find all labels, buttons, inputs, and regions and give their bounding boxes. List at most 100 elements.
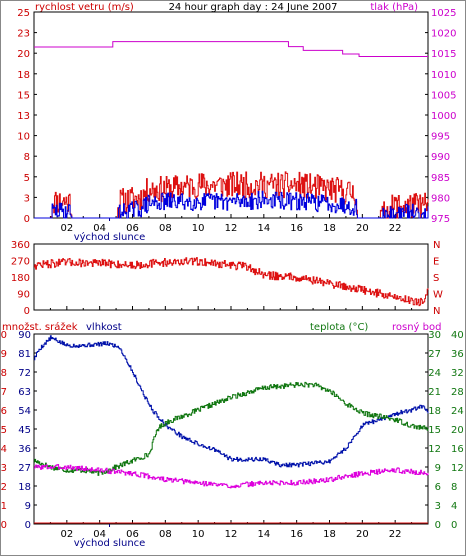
humidity-axis-label: vlhkost: [86, 322, 122, 333]
x-tick-label: 02: [60, 223, 73, 234]
humidity-tick-label: 18: [18, 482, 31, 493]
wind-tick-label: 23: [17, 29, 30, 40]
wind-axis-label: rychlost vetru (m/s): [35, 2, 134, 13]
wind-tick-label: 0: [24, 214, 30, 225]
compass-tick-label: E: [433, 257, 439, 268]
x-tick-label: 20: [356, 223, 369, 234]
wind-tick-label: 8: [24, 152, 30, 163]
rain-tick-label: 1: [1, 501, 7, 512]
temperature-tick-label: 27: [428, 349, 441, 360]
pressure-tick-label: 990: [431, 152, 450, 163]
rain-tick-label: 5: [1, 425, 7, 436]
temperature-tick-label: 18: [428, 406, 441, 417]
direction-tick-label: 270: [11, 257, 30, 268]
pressure-tick-label: 975: [431, 214, 450, 225]
temperature-right-tick-label: 8: [451, 482, 457, 493]
pressure-tick-label: 1025: [431, 8, 456, 19]
x-tick-label: 16: [290, 529, 303, 540]
rain-tick-label: 9: [1, 349, 7, 360]
sunrise-label: východ slunce: [74, 537, 146, 549]
plot-area: [33, 333, 429, 525]
wind-tick-label: 15: [17, 90, 30, 101]
x-tick-label: 16: [290, 223, 303, 234]
temperature-right-tick-label: 24: [451, 406, 464, 417]
x-tick-label: 10: [192, 529, 205, 540]
compass-tick-label: S: [433, 273, 439, 284]
x-tick-label: 22: [389, 529, 402, 540]
temperature-right-tick-label: 32: [451, 368, 464, 379]
x-tick-label: 12: [225, 529, 238, 540]
x-tick-label: 14: [257, 223, 270, 234]
temperature-right-tick-label: 16: [451, 444, 464, 455]
temperature-tick-label: 12: [428, 444, 441, 455]
wind-tick-label: 5: [24, 173, 30, 184]
x-tick-label: 10: [192, 223, 205, 234]
plot-area: [33, 243, 429, 311]
rain-tick-label: 10: [0, 330, 7, 341]
temperature-right-tick-label: 40: [451, 330, 464, 341]
rain-tick-label: 7: [1, 387, 7, 398]
humidity-tick-label: 27: [18, 463, 31, 474]
humidity-tick-label: 72: [18, 368, 31, 379]
x-tick-label: 20: [356, 529, 369, 540]
pressure-tick-label: 980: [431, 193, 450, 204]
pressure-tick-label: 1015: [431, 49, 456, 60]
dewpoint-axis-label: rosný bod: [392, 321, 441, 333]
humidity-tick-label: 0: [25, 520, 31, 531]
rain-axis-label: množst. srážek: [2, 321, 78, 333]
gust-series-line: [34, 190, 429, 219]
pressure-tick-label: 1010: [431, 70, 456, 81]
rain-tick-label: 0: [1, 520, 7, 531]
humidity-tick-label: 63: [18, 387, 31, 398]
pressure-series-line: [34, 41, 428, 57]
pressure-tick-label: 985: [431, 173, 450, 184]
temperature-tick-label: 24: [428, 368, 441, 379]
plot-area: [33, 11, 429, 219]
x-tick-label: 06: [126, 223, 139, 234]
rain-tick-label: 3: [1, 463, 7, 474]
temperature-tick-label: 6: [435, 482, 441, 493]
wind-pressure-panel: 0358101315182023259759809859909951000100…: [17, 8, 456, 243]
wind-tick-label: 3: [24, 193, 30, 204]
x-tick-label: 18: [323, 223, 336, 234]
humidity-tick-label: 90: [18, 330, 31, 341]
wind-tick-label: 20: [17, 49, 30, 60]
x-tick-label: 12: [225, 223, 238, 234]
temperature-right-tick-label: 28: [451, 387, 464, 398]
humidity-series-line: [34, 335, 429, 468]
direction-tick-label: 180: [11, 273, 30, 284]
wind-tick-label: 18: [17, 70, 30, 81]
wind-tick-label: 13: [17, 111, 30, 122]
chart-title: 24 hour graph day : 24 June 2007: [169, 2, 338, 13]
temperature-right-tick-label: 20: [451, 425, 464, 436]
pressure-axis-label: tlak (hPa): [370, 2, 418, 13]
temperature-axis-label: teplota (°C): [310, 322, 368, 333]
temperature-right-tick-label: 4: [451, 501, 457, 512]
pressure-tick-label: 995: [431, 132, 450, 143]
temperature-tick-label: 30: [428, 330, 441, 341]
temperature-right-tick-label: 0: [451, 520, 457, 531]
humidity-tick-label: 54: [18, 406, 31, 417]
wind-tick-label: 25: [17, 8, 30, 19]
rain-tick-label: 4: [1, 444, 7, 455]
wind-tick-label: 10: [17, 132, 30, 143]
x-tick-label: 08: [159, 223, 172, 234]
dewpoint-series-line: [34, 464, 429, 489]
rain-tick-label: 6: [1, 406, 7, 417]
compass-tick-label: N: [433, 240, 440, 251]
direction-series-line: [34, 257, 429, 307]
temperature-tick-label: 3: [435, 501, 441, 512]
pressure-tick-label: 1005: [431, 90, 456, 101]
temperature-right-tick-label: 12: [451, 463, 464, 474]
x-tick-label: 04: [93, 223, 106, 234]
compass-tick-label: W: [433, 290, 443, 301]
compass-tick-label: N: [433, 306, 440, 317]
sunrise-label: východ slunce: [74, 231, 146, 243]
x-tick-label: 02: [60, 529, 73, 540]
rain-tick-label: 2: [1, 482, 7, 493]
x-tick-label: 06: [126, 529, 139, 540]
temperature-tick-label: 9: [435, 463, 441, 474]
temperature-tick-label: 0: [435, 520, 441, 531]
